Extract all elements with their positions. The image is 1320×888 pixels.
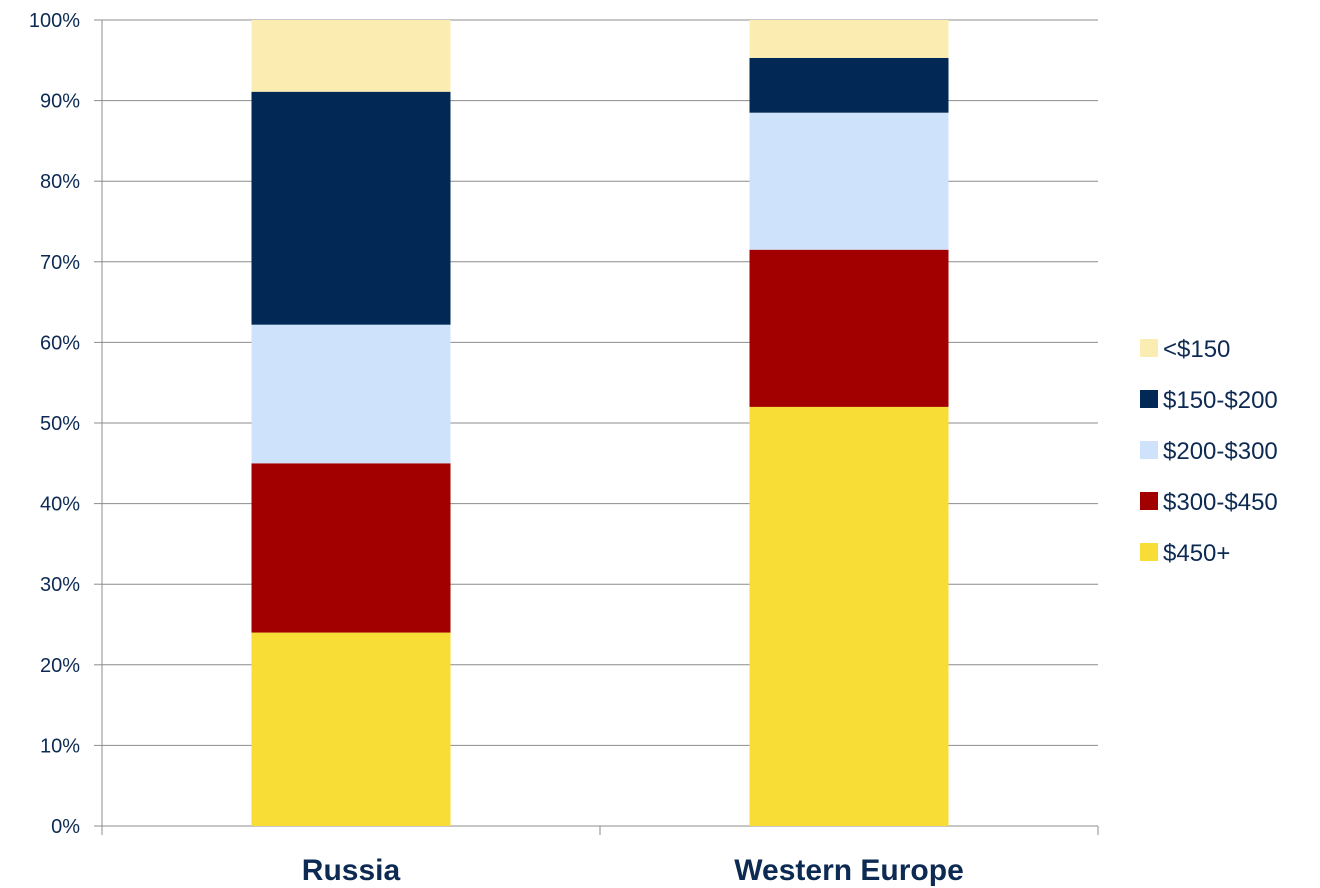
legend-label: $200-$300 (1163, 438, 1278, 465)
bar-segment (251, 324, 451, 464)
y-tick-label: 10% (40, 735, 80, 757)
axis-labels: 0% 10% 20% 30% 40% 50% 60% 70% 80% 90% 100% Russia W… (29, 10, 964, 887)
y-tick-label: 30% (40, 574, 80, 596)
legend-swatch (1140, 339, 1158, 357)
y-tick-label: 50% (40, 413, 80, 435)
bar-segment (251, 20, 451, 92)
y-tick-label: 20% (40, 655, 80, 677)
bar-segment (749, 57, 949, 113)
bar-segment (251, 632, 451, 826)
bar-segment (749, 406, 949, 826)
bar-segment (749, 249, 949, 407)
bar-segment (749, 20, 949, 58)
legend-swatch (1140, 441, 1158, 459)
y-tick-label: 40% (40, 494, 80, 516)
bar-segment (251, 463, 451, 633)
category-label: Russia (302, 854, 401, 887)
category-label: Western Europe (734, 854, 964, 887)
bars (251, 20, 949, 826)
gridlines (102, 19, 1098, 746)
legend-label: $450+ (1163, 540, 1230, 567)
y-tick-label: 0% (51, 816, 80, 838)
bar-segment (749, 112, 949, 250)
legend-label: <$150 (1163, 336, 1230, 363)
legend-swatch (1140, 543, 1158, 561)
legend-swatch (1140, 390, 1158, 408)
y-tick-label: 80% (40, 171, 80, 193)
legend-label: $300-$450 (1163, 489, 1278, 516)
y-tick-label: 90% (40, 91, 80, 113)
legend-label: $150-$200 (1163, 387, 1278, 414)
y-tick-label: 100% (29, 10, 80, 32)
legend-swatch (1140, 492, 1158, 510)
y-tick-label: 60% (40, 332, 80, 354)
bar-segment (251, 91, 451, 325)
y-tick-label: 70% (40, 252, 80, 274)
legend: <$150 $150-$200 $200-$300 $300-$450 $450+ (1140, 336, 1278, 567)
